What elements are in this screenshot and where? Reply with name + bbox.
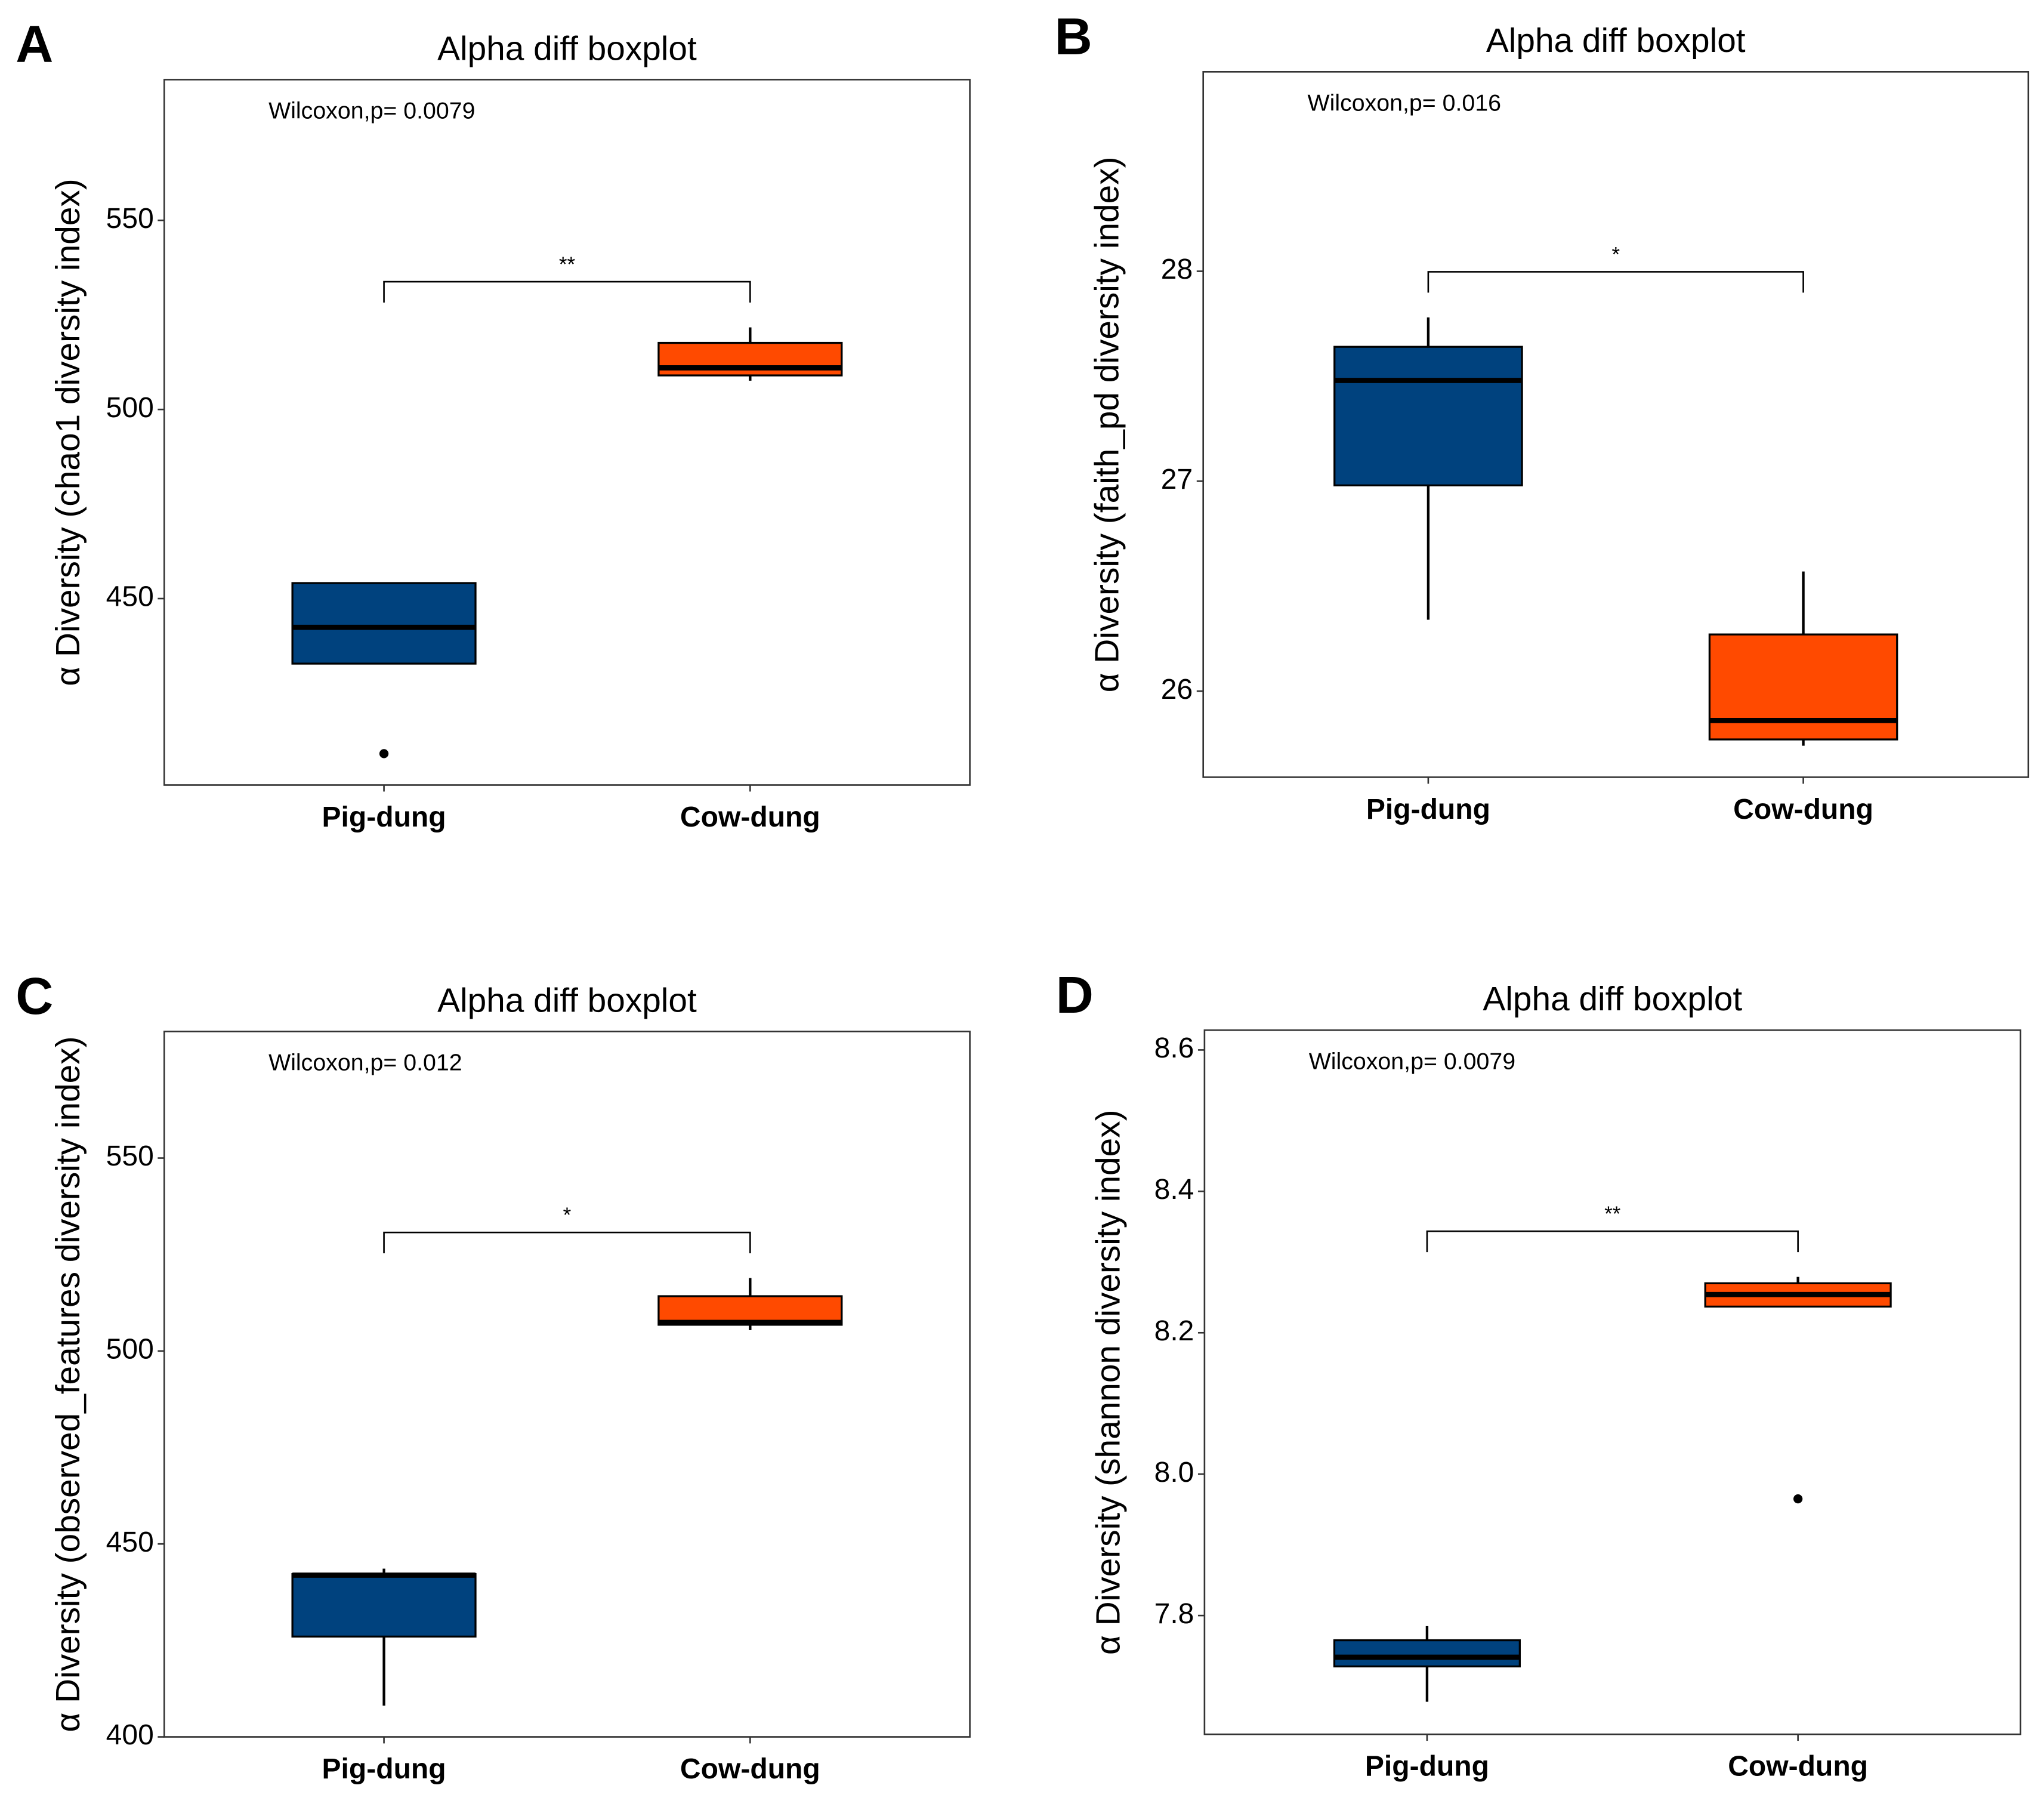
box [657,341,843,377]
panel-label: D [1056,966,1094,1024]
panel-label: C [16,967,53,1025]
box [1333,1639,1521,1668]
y-tick-label: 26 [1161,673,1193,705]
annotation: Wilcoxon,p= 0.016 [1308,90,1502,116]
x-tick-label: Cow-dung [1733,793,1873,825]
y-axis-label: α Diversity (chao1 diversity index) [50,178,87,686]
plot-frame [163,1031,971,1738]
x-tick-label: Pig-dung [1366,793,1490,825]
chart-title: Alpha diff boxplot [437,982,697,1019]
x-tick-label: Pig-dung [322,801,446,833]
plot-frame [1202,71,2030,778]
annotation: Wilcoxon,p= 0.012 [268,1049,462,1075]
box [1708,633,1898,741]
y-tick-label: 400 [106,1719,154,1751]
y-axis-label: α Diversity (observed_features diversity… [50,1036,87,1732]
annotation: Wilcoxon,p= 0.0079 [1309,1048,1515,1074]
y-tick-label: 8.0 [1154,1456,1194,1488]
plot-frame [1203,1029,2021,1735]
significance: * [563,1204,572,1227]
significance: * [1611,243,1620,266]
x-tick-label: Cow-dung [680,1753,820,1785]
panel-label: A [16,15,53,73]
outlier [1793,1494,1803,1504]
y-tick-label: 450 [106,1526,154,1558]
panel-label: B [1055,7,1092,66]
x-tick-label: Cow-dung [1728,1750,1868,1783]
chart-title: Alpha diff boxplot [437,30,697,67]
box [291,582,477,665]
x-tick-label: Pig-dung [1365,1750,1489,1783]
x-tick-label: Cow-dung [680,801,820,833]
significance-bracket [1426,1230,1799,1253]
y-axis-label: α Diversity (shannon diversity index) [1090,1109,1128,1655]
y-tick-label: 500 [106,391,154,424]
significance-bracket [1427,271,1804,293]
y-tick-label: 27 [1161,463,1193,495]
y-tick-label: 8.2 [1154,1315,1194,1347]
significance: ** [559,253,576,276]
y-tick-label: 550 [106,1140,154,1172]
chart-title: Alpha diff boxplot [1486,22,1746,60]
significance-bracket [383,1231,751,1254]
significance: ** [1604,1202,1621,1226]
y-tick-label: 550 [106,202,154,235]
y-axis-label: α Diversity (faith_pd diversity index) [1088,156,1126,692]
chart-title: Alpha diff boxplot [1483,980,1742,1018]
annotation: Wilcoxon,p= 0.0079 [268,97,475,124]
y-tick-label: 450 [106,581,154,613]
x-tick-label: Pig-dung [322,1753,446,1785]
y-tick-label: 8.6 [1154,1032,1194,1064]
box [291,1572,477,1638]
y-tick-label: 7.8 [1154,1598,1194,1630]
box [1333,346,1523,487]
outlier [379,749,389,758]
significance-bracket [383,280,751,303]
y-tick-label: 8.4 [1154,1173,1194,1205]
y-tick-label: 500 [106,1333,154,1365]
y-tick-label: 28 [1161,253,1193,285]
plot-frame [163,79,971,786]
